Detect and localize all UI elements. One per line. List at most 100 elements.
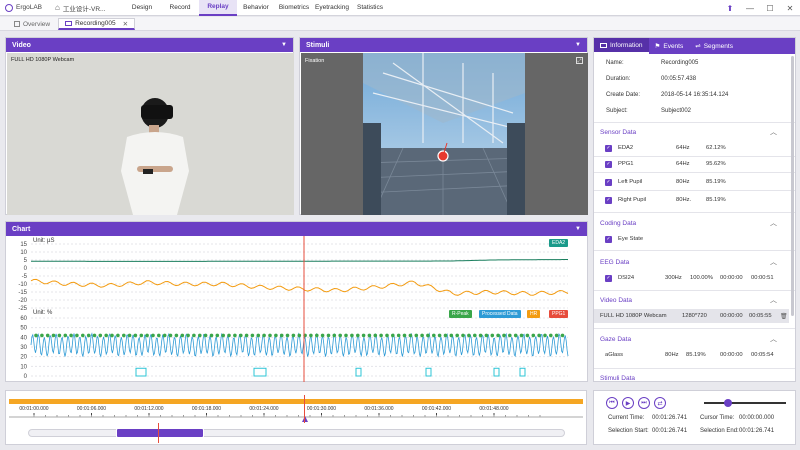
vr-scene	[363, 53, 525, 215]
tab-information[interactable]: Information	[594, 38, 649, 54]
prev-icon[interactable]: ⏮	[606, 397, 618, 409]
tab-segments[interactable]: ⇌ Segments	[689, 38, 739, 54]
sensor-checkbox[interactable]: ✓	[605, 197, 612, 204]
r-peak-point	[279, 333, 284, 338]
timeline-bar[interactable]	[9, 399, 583, 404]
info-subject-key: Subject:	[606, 108, 628, 114]
next-icon[interactable]: ⏭	[638, 397, 650, 409]
chart1-unit-label: Unit: µS	[33, 238, 55, 244]
tab-close-icon[interactable]: ✕	[122, 20, 129, 28]
r-peak-point	[116, 333, 120, 338]
y-tick-label: -20	[18, 298, 27, 304]
loop-icon[interactable]: ⇄	[654, 397, 666, 409]
divider	[594, 290, 795, 291]
r-peak-point	[315, 333, 319, 338]
r-peak-point	[57, 333, 62, 338]
chevron-up-icon[interactable]: ︿	[770, 336, 777, 343]
marker-pulse	[519, 367, 526, 377]
eeg-name: DSI24	[618, 275, 635, 281]
menu-statistics[interactable]: Statistics	[356, 4, 383, 11]
menu-biometrics[interactable]: Biometrics	[278, 4, 310, 11]
menu-design[interactable]: Design	[131, 4, 153, 11]
info-tabs: Information ⚑ Events ⇌ Segments	[594, 38, 795, 54]
tab-events[interactable]: ⚑ Events	[649, 38, 690, 54]
trash-icon[interactable]: 🗑	[780, 314, 788, 320]
video-data-row[interactable]	[594, 309, 789, 323]
timeline-ruler[interactable]: 00:01:00.000 00:01:06.000 00:01:12.000 00:0…	[6, 405, 586, 425]
brand: ErgoLAB	[0, 3, 55, 12]
home-project[interactable]: ⌂ 工业设计-VR...	[55, 3, 123, 13]
play-icon[interactable]: ▶	[622, 397, 634, 409]
playhead-marker[interactable]	[302, 416, 308, 422]
fixation-label: Fixation	[305, 58, 325, 64]
sensor-checkbox[interactable]: ✓	[605, 179, 612, 186]
y-tick-label: -25	[18, 306, 27, 312]
upload-icon[interactable]: ⬆	[726, 3, 734, 13]
tab-segments-label: Segments	[703, 42, 733, 50]
r-peak-point	[344, 333, 348, 338]
sensor-rate: 64Hz	[676, 161, 690, 167]
y-tick-label: 0	[24, 266, 28, 272]
menu-record[interactable]: Record	[169, 4, 191, 11]
collapse-icon[interactable]: ▼	[575, 226, 581, 232]
coding-checkbox[interactable]: ✓	[605, 236, 612, 243]
sensor-data-heading: Sensor Data	[600, 129, 637, 136]
y-tick-label: 10	[20, 364, 27, 370]
selection-end-label: Selection End:	[700, 428, 739, 434]
eeg-checkbox[interactable]: ✓	[605, 275, 612, 282]
chart-panel: Chart ▼ 15 10 5 0 -5 -10 -15 -20 -25 60 50 40 30 20 10…	[5, 221, 588, 382]
collapse-icon[interactable]: ▼	[281, 42, 287, 48]
tab-recording[interactable]: Recording005 ✕	[58, 18, 136, 30]
sensor-pct: 85.19%	[706, 197, 726, 203]
r-peak-point	[110, 333, 114, 338]
r-peak-point	[162, 333, 167, 338]
close-icon[interactable]: ✕	[786, 3, 794, 13]
video-panel: Video ▼ FULL HD 1080P Webcam	[5, 37, 294, 215]
r-peak-point	[92, 333, 97, 338]
overview-window[interactable]	[116, 428, 204, 438]
video-name: FULL HD 1080P Webcam	[600, 313, 667, 319]
timeline-panel: 00:01:00.000 00:01:06.000 00:01:12.000 00:0…	[5, 390, 587, 445]
sensor-checkbox[interactable]: ✓	[605, 145, 612, 152]
coding-item: Eye State	[618, 236, 644, 242]
person-figure	[121, 98, 189, 215]
r-peak-point	[414, 333, 419, 338]
speed-slider-track[interactable]	[704, 402, 786, 404]
expand-icon[interactable]: ⤢	[576, 57, 583, 64]
minimize-icon[interactable]: —	[746, 3, 754, 13]
maximize-icon[interactable]: ☐	[766, 3, 774, 13]
r-peak-point	[221, 333, 225, 338]
information-panel: Information ⚑ Events ⇌ Segments Name: Re…	[593, 37, 796, 382]
chevron-up-icon[interactable]: ︿	[770, 220, 777, 227]
gaze-name: aGlass	[605, 352, 624, 358]
r-peak-point	[367, 333, 372, 338]
r-peak-point	[127, 333, 132, 338]
info-subject-value: Subject002	[661, 108, 692, 114]
r-peak-point	[297, 333, 302, 338]
sensor-checkbox[interactable]: ✓	[605, 161, 612, 168]
gaze-pct: 85.19%	[686, 352, 706, 358]
r-peak-point	[426, 333, 430, 338]
overview-track[interactable]	[28, 429, 565, 437]
collapse-icon[interactable]: ▼	[575, 42, 581, 48]
chevron-up-icon[interactable]: ︿	[770, 259, 777, 266]
video-panel-header: Video ▼	[6, 38, 293, 52]
chevron-up-icon[interactable]: ︿	[770, 129, 777, 136]
selection-end-value: 00:01:26.741	[739, 428, 775, 434]
menu-replay[interactable]: Replay	[199, 0, 237, 16]
divider	[594, 156, 795, 157]
menu-behavior[interactable]: Behavior	[243, 4, 269, 11]
r-peak-point	[320, 333, 325, 338]
scrollbar[interactable]	[791, 56, 794, 316]
chevron-up-icon[interactable]: ︿	[770, 297, 777, 304]
menu-eyetracking[interactable]: Eyetracking	[315, 4, 349, 11]
tab-overview[interactable]: Overview	[8, 18, 56, 30]
r-peak-point	[239, 333, 243, 338]
r-peak-point	[180, 333, 185, 338]
eeg-start: 00:00:00	[720, 275, 743, 281]
legend-processed: Processed Data	[479, 310, 521, 318]
overview-icon	[14, 21, 20, 27]
r-peak-point	[332, 333, 337, 338]
speed-slider-thumb[interactable]	[724, 399, 732, 407]
